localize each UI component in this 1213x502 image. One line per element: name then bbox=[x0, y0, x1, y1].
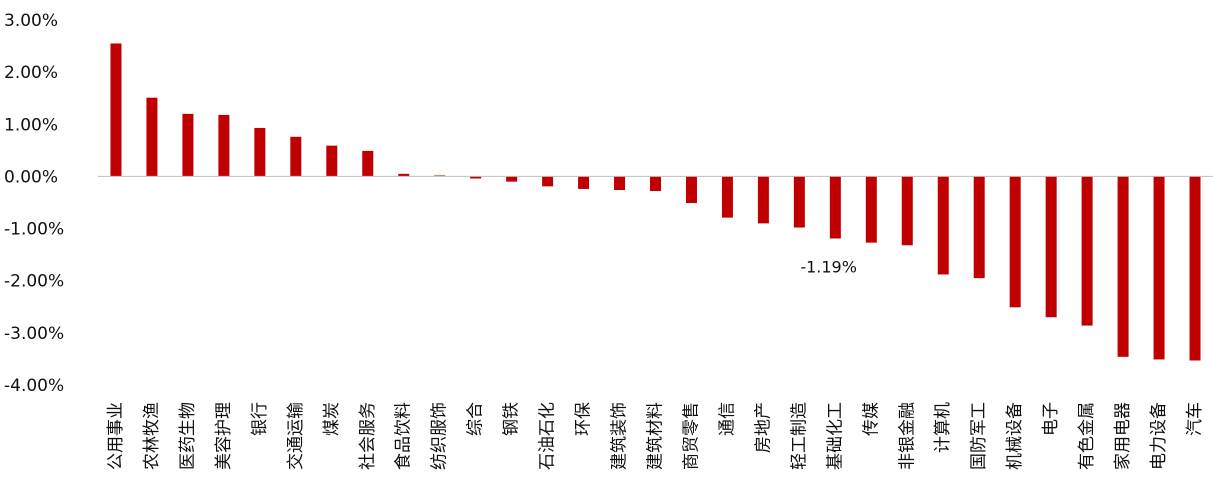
category-label: 房地产 bbox=[753, 402, 773, 453]
bar bbox=[937, 176, 949, 275]
bar bbox=[1189, 176, 1201, 361]
y-tick-label: 2.00% bbox=[4, 63, 58, 83]
bar bbox=[182, 113, 194, 177]
category-label: 电力设备 bbox=[1149, 402, 1169, 470]
category-label: 有色金属 bbox=[1077, 402, 1097, 470]
category-label: 建筑材料 bbox=[646, 402, 666, 470]
bar bbox=[1081, 176, 1093, 326]
category-label: 煤炭 bbox=[322, 402, 342, 436]
category-label: 环保 bbox=[574, 402, 594, 436]
y-tick-label: -3.00% bbox=[4, 324, 64, 344]
bar bbox=[614, 176, 626, 190]
category-label: 机械设备 bbox=[1005, 402, 1025, 470]
bar bbox=[757, 176, 769, 224]
y-tick-label: 1.00% bbox=[4, 115, 58, 135]
category-label: 农林牧渔 bbox=[142, 402, 162, 470]
category-label: 传媒 bbox=[861, 402, 881, 436]
bar bbox=[362, 150, 374, 177]
category-label: 非银金融 bbox=[897, 402, 917, 470]
bar bbox=[506, 176, 518, 182]
category-label: 交通运输 bbox=[286, 402, 306, 470]
category-label: 家用电器 bbox=[1113, 402, 1133, 470]
category-label: 通信 bbox=[717, 402, 737, 436]
y-tick-labels: 3.00% 2.00% 1.00% 0.00% -1.00% -2.00% -3.00% -4… bbox=[4, 11, 64, 396]
bar bbox=[110, 43, 122, 177]
category-label: 综合 bbox=[466, 402, 486, 436]
bar bbox=[650, 176, 661, 192]
y-tick-label: 3.00% bbox=[4, 11, 58, 31]
y-tick-label: -4.00% bbox=[4, 376, 64, 396]
category-label: 美容护理 bbox=[214, 402, 234, 470]
category-label: 社会服务 bbox=[358, 402, 378, 470]
bar bbox=[1153, 176, 1165, 360]
category-label: 汽车 bbox=[1185, 402, 1205, 436]
category-label: 纺织服饰 bbox=[430, 402, 450, 470]
bar bbox=[434, 175, 446, 177]
bar bbox=[1045, 176, 1057, 318]
y-tick-label: 0.00% bbox=[4, 167, 58, 187]
bar bbox=[218, 114, 230, 177]
category-label: 计算机 bbox=[933, 402, 953, 453]
category-label: 医药生物 bbox=[178, 402, 198, 470]
bar bbox=[973, 176, 985, 279]
category-label: 电子 bbox=[1041, 402, 1061, 436]
bar bbox=[901, 176, 913, 246]
bar bbox=[685, 176, 697, 204]
bar bbox=[146, 97, 158, 177]
bar bbox=[578, 176, 590, 189]
bar bbox=[470, 176, 482, 179]
bar bbox=[398, 173, 410, 177]
bar bbox=[254, 127, 266, 177]
category-label: 食品饮料 bbox=[394, 402, 414, 470]
bar bbox=[1009, 176, 1021, 308]
y-tick-label: -2.00% bbox=[4, 272, 64, 292]
y-tick-label: -1.00% bbox=[4, 220, 64, 240]
annotations: -1.19% bbox=[800, 257, 857, 276]
bar bbox=[721, 176, 733, 218]
bar bbox=[290, 136, 302, 177]
category-label: 建筑装饰 bbox=[610, 402, 630, 470]
category-label: 基础化工 bbox=[825, 402, 845, 470]
category-label: 钢铁 bbox=[502, 402, 522, 436]
category-label: 轻工制造 bbox=[789, 402, 809, 470]
bar bbox=[793, 176, 805, 228]
bar bbox=[829, 176, 841, 239]
category-label: 石油石化 bbox=[538, 402, 558, 470]
category-label: 公用事业 bbox=[106, 402, 126, 470]
category-label: 国防军工 bbox=[969, 402, 989, 470]
category-labels: 公用事业 农林牧渔 医药生物 美容护理 银行 交通运输 煤炭 社会服务 食品饮料 纺织服饰 综合 钢铁… bbox=[106, 402, 1205, 470]
bar bbox=[326, 145, 338, 177]
category-label: 商贸零售 bbox=[681, 402, 701, 470]
bar bbox=[542, 176, 554, 187]
bar bbox=[865, 176, 877, 243]
bar bbox=[1117, 176, 1129, 357]
bars-group bbox=[110, 43, 1201, 361]
data-label: -1.19% bbox=[800, 257, 857, 276]
category-label: 银行 bbox=[250, 402, 270, 436]
